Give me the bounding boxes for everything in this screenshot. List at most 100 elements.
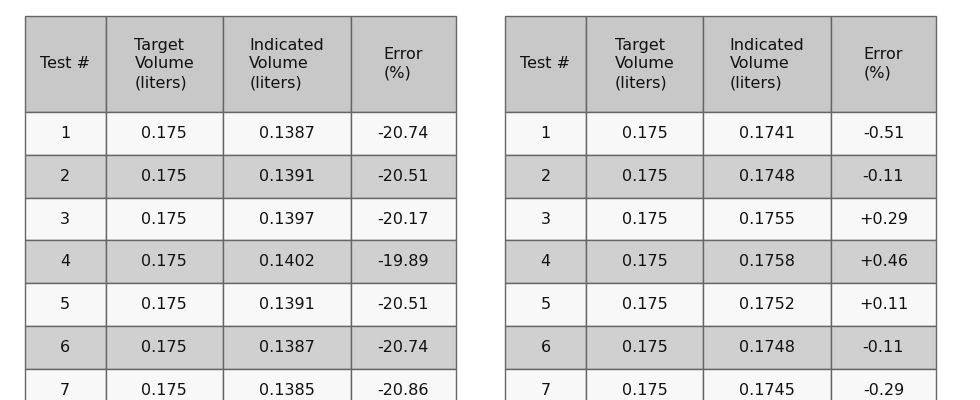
Bar — [106, 198, 222, 240]
Bar — [586, 369, 703, 400]
Text: 6: 6 — [540, 340, 551, 355]
Text: 1: 1 — [60, 126, 71, 141]
Bar — [505, 16, 586, 112]
Text: Indicated
Volume
(liters): Indicated Volume (liters) — [729, 38, 805, 90]
Text: 0.175: 0.175 — [141, 340, 187, 355]
Text: 0.175: 0.175 — [621, 126, 667, 141]
Bar — [24, 369, 106, 400]
Bar — [586, 155, 703, 198]
Bar — [222, 16, 351, 112]
Text: 7: 7 — [60, 383, 71, 398]
Text: 5: 5 — [540, 297, 551, 312]
Text: 0.1397: 0.1397 — [259, 212, 315, 226]
Bar — [222, 240, 351, 283]
Text: 0.1748: 0.1748 — [739, 169, 795, 184]
Bar — [106, 369, 222, 400]
Text: -20.74: -20.74 — [377, 340, 429, 355]
Bar — [703, 326, 831, 369]
Bar — [351, 283, 456, 326]
Bar — [24, 16, 106, 112]
Text: Error
(%): Error (%) — [863, 47, 904, 81]
Bar — [505, 240, 586, 283]
Bar — [586, 283, 703, 326]
Text: +0.11: +0.11 — [858, 297, 908, 312]
Text: 0.175: 0.175 — [621, 254, 667, 269]
Bar — [351, 155, 456, 198]
Bar — [351, 112, 456, 155]
Text: 0.1402: 0.1402 — [259, 254, 315, 269]
Bar — [831, 369, 936, 400]
Text: 0.1758: 0.1758 — [739, 254, 795, 269]
Text: 0.175: 0.175 — [141, 126, 187, 141]
Text: -20.86: -20.86 — [377, 383, 429, 398]
Text: +0.46: +0.46 — [858, 254, 907, 269]
Bar — [831, 326, 936, 369]
Bar — [505, 369, 586, 400]
Text: 0.175: 0.175 — [141, 212, 187, 226]
Bar — [222, 198, 351, 240]
Bar — [222, 326, 351, 369]
Text: 0.175: 0.175 — [141, 169, 187, 184]
Text: Indicated
Volume
(liters): Indicated Volume (liters) — [249, 38, 324, 90]
Text: 2: 2 — [540, 169, 551, 184]
Bar — [586, 240, 703, 283]
Bar — [106, 112, 222, 155]
Text: 0.175: 0.175 — [621, 169, 667, 184]
Text: 0.1387: 0.1387 — [259, 340, 315, 355]
Text: 4: 4 — [60, 254, 71, 269]
Text: -0.11: -0.11 — [862, 340, 905, 355]
Text: -20.51: -20.51 — [377, 169, 429, 184]
Bar — [222, 155, 351, 198]
Text: 4: 4 — [540, 254, 551, 269]
Bar — [586, 326, 703, 369]
Bar — [586, 198, 703, 240]
Text: 0.175: 0.175 — [141, 297, 187, 312]
Text: -0.51: -0.51 — [862, 126, 905, 141]
Text: 2: 2 — [60, 169, 71, 184]
Bar — [351, 326, 456, 369]
Text: Test #: Test # — [40, 56, 90, 72]
Bar — [24, 198, 106, 240]
Text: 0.1385: 0.1385 — [259, 383, 315, 398]
Text: -20.51: -20.51 — [377, 297, 429, 312]
Text: 0.175: 0.175 — [141, 383, 187, 398]
Text: 0.1755: 0.1755 — [739, 212, 795, 226]
Text: -0.29: -0.29 — [862, 383, 905, 398]
Text: 1: 1 — [540, 126, 551, 141]
Bar — [24, 326, 106, 369]
Text: Test #: Test # — [520, 56, 570, 72]
Bar — [505, 155, 586, 198]
Text: 0.1391: 0.1391 — [259, 169, 315, 184]
Bar — [505, 283, 586, 326]
Text: 0.1391: 0.1391 — [259, 297, 315, 312]
Bar — [703, 155, 831, 198]
Bar — [831, 198, 936, 240]
Bar — [831, 240, 936, 283]
Bar — [586, 112, 703, 155]
Text: 7: 7 — [540, 383, 551, 398]
Bar — [222, 369, 351, 400]
Bar — [351, 16, 456, 112]
Text: 0.175: 0.175 — [621, 212, 667, 226]
Text: -20.17: -20.17 — [377, 212, 429, 226]
Text: 0.175: 0.175 — [141, 254, 187, 269]
Text: -19.89: -19.89 — [377, 254, 429, 269]
Bar — [24, 112, 106, 155]
Bar — [222, 283, 351, 326]
Text: 0.1752: 0.1752 — [739, 297, 795, 312]
Bar — [106, 283, 222, 326]
Text: 0.1748: 0.1748 — [739, 340, 795, 355]
Bar — [505, 112, 586, 155]
Bar — [222, 112, 351, 155]
Bar — [831, 16, 936, 112]
Bar — [351, 198, 456, 240]
Text: -20.74: -20.74 — [377, 126, 429, 141]
Text: 0.1745: 0.1745 — [739, 383, 795, 398]
Bar — [24, 283, 106, 326]
Bar — [703, 198, 831, 240]
Bar — [831, 112, 936, 155]
Text: 0.1387: 0.1387 — [259, 126, 315, 141]
Bar — [586, 16, 703, 112]
Bar — [831, 283, 936, 326]
Text: 3: 3 — [541, 212, 551, 226]
